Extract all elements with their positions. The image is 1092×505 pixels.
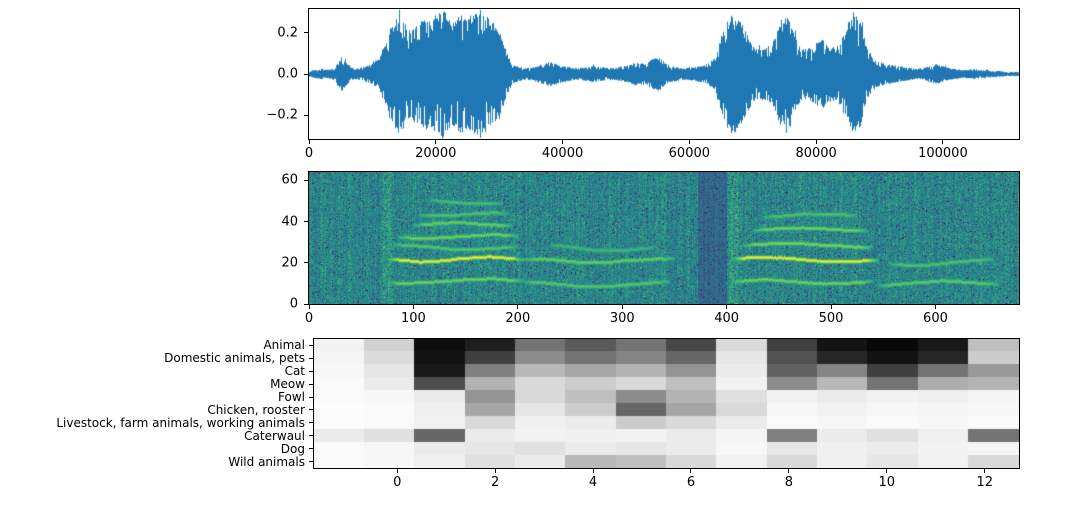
class-activation-heatmap-plot [313, 338, 1020, 469]
y-tick-mark [304, 303, 308, 305]
y-tick-mark [309, 357, 313, 359]
x-tick-label: 600 [923, 311, 948, 326]
x-tick-label: 100 [400, 311, 426, 326]
y-tick-mark [309, 344, 313, 346]
x-tick-mark [726, 305, 728, 309]
y-tick-mark [304, 73, 308, 75]
x-tick-label: 40000 [541, 146, 584, 161]
x-tick-mark [984, 469, 986, 473]
x-tick-label: 12 [976, 475, 993, 490]
x-tick-mark [934, 305, 936, 309]
y-tick-mark [304, 179, 308, 181]
heatmap-row-label: Fowl [278, 390, 305, 405]
x-tick-mark [494, 469, 496, 473]
y-tick-label: 0 [289, 296, 298, 312]
x-tick-label: 100000 [918, 146, 968, 161]
y-tick-label: −0.2 [266, 107, 298, 123]
x-tick-mark [396, 469, 398, 473]
x-tick-mark [942, 140, 944, 144]
y-tick-label: 60 [281, 172, 298, 188]
x-tick-label: 0 [304, 146, 314, 161]
y-tick-mark [304, 221, 308, 222]
y-tick-mark [309, 448, 313, 450]
x-tick-label: 4 [588, 475, 598, 490]
heatmap-row-label: Domestic animals, pets [164, 351, 305, 366]
x-tick-label: 400 [714, 311, 740, 326]
x-tick-mark [308, 305, 310, 309]
x-tick-mark [435, 140, 437, 144]
y-tick-mark [309, 396, 313, 398]
heatmap-row-label: Dog [280, 441, 305, 456]
x-tick-label: 60000 [668, 146, 711, 161]
heatmap-row-label: Livestock, farm animals, working animals [56, 415, 305, 430]
y-tick-mark [309, 422, 313, 424]
x-tick-mark [788, 469, 790, 473]
x-tick-label: 2 [491, 475, 500, 490]
x-tick-mark [562, 140, 564, 144]
waveform-plot [308, 8, 1020, 140]
waveform-canvas [309, 9, 1019, 139]
x-tick-mark [412, 305, 414, 309]
y-tick-mark [309, 383, 313, 385]
x-tick-label: 0 [393, 475, 402, 490]
y-tick-label: 20 [281, 255, 298, 271]
class-activation-heatmap-canvas [314, 339, 1019, 468]
heatmap-row-label: Meow [270, 377, 305, 392]
heatmap-row-label: Animal [263, 338, 305, 353]
heatmap-row-label: Chicken, rooster [207, 402, 305, 417]
y-tick-label: 40 [281, 214, 298, 229]
x-tick-label: 0 [304, 311, 314, 326]
x-tick-label: 200 [505, 311, 531, 326]
x-tick-label: 10 [878, 475, 896, 490]
x-tick-mark [308, 140, 310, 144]
x-tick-mark [688, 140, 690, 144]
x-tick-mark [886, 469, 888, 473]
spectrogram-plot [308, 171, 1020, 305]
x-tick-label: 300 [609, 311, 635, 326]
x-tick-label: 6 [686, 475, 696, 490]
spectrogram-canvas [309, 172, 1019, 304]
y-tick-mark [304, 114, 308, 116]
heatmap-row-label: Caterwaul [244, 428, 305, 443]
heatmap-row-label: Wild animals [228, 454, 305, 469]
y-tick-label: 0.2 [277, 25, 298, 41]
x-tick-mark [517, 305, 519, 309]
y-tick-mark [309, 461, 313, 463]
x-tick-label: 8 [784, 475, 794, 490]
x-tick-label: 80000 [795, 146, 837, 161]
y-tick-mark [309, 370, 313, 372]
y-tick-mark [304, 262, 308, 264]
heatmap-row-label: Cat [284, 364, 305, 379]
x-tick-mark [830, 305, 832, 309]
x-tick-label: 20000 [415, 146, 457, 161]
y-tick-label: 0.0 [277, 66, 298, 82]
y-tick-mark [309, 409, 313, 411]
y-tick-mark [309, 435, 313, 437]
x-tick-mark [690, 469, 692, 473]
y-tick-mark [304, 32, 308, 34]
x-tick-mark [621, 305, 623, 309]
x-tick-mark [592, 469, 594, 473]
x-tick-label: 500 [818, 311, 844, 326]
x-tick-mark [815, 140, 817, 144]
